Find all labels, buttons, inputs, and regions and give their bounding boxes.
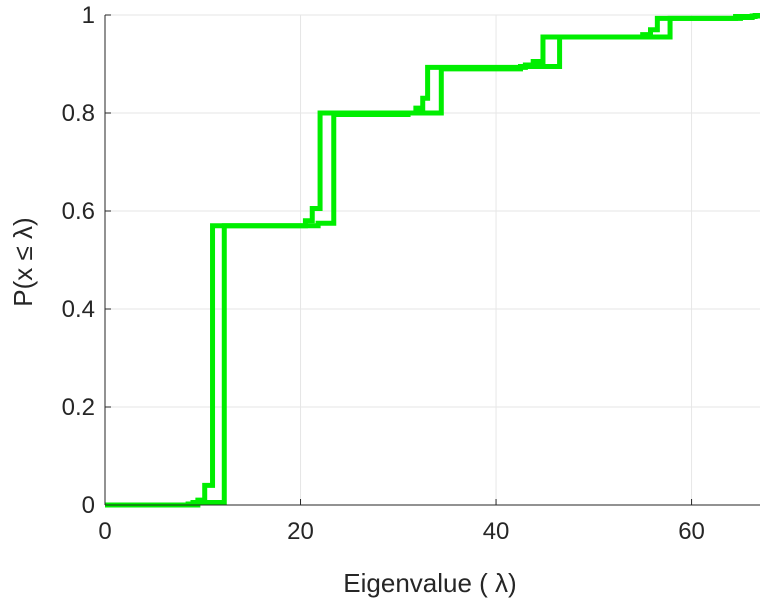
x-axis-label: Eigenvalue ( λ) xyxy=(343,568,516,598)
x-tick-label-2: 40 xyxy=(483,518,510,545)
grid-lines xyxy=(104,14,760,506)
y-axis-label: P(x ≤ λ) xyxy=(8,217,38,306)
y-tick-label-3: 0.6 xyxy=(62,198,95,225)
series-line-0 xyxy=(105,13,760,508)
y-tick-label-5: 1 xyxy=(82,2,95,29)
axes xyxy=(104,14,760,506)
y-tick-label-1: 0.2 xyxy=(62,394,95,421)
x-tick-label-0: 0 xyxy=(98,518,111,545)
tick-labels: 0 20 40 60 0 0.2 0.4 0.6 0.8 1 xyxy=(62,2,705,545)
series-lines xyxy=(105,12,760,508)
x-tick-label-3: 60 xyxy=(678,518,705,545)
y-tick-label-0: 0 xyxy=(82,492,95,519)
y-tick-label-2: 0.4 xyxy=(62,296,95,323)
x-tick-label-1: 20 xyxy=(287,518,314,545)
series-line-1 xyxy=(105,12,760,508)
y-tick-label-4: 0.8 xyxy=(62,100,95,127)
